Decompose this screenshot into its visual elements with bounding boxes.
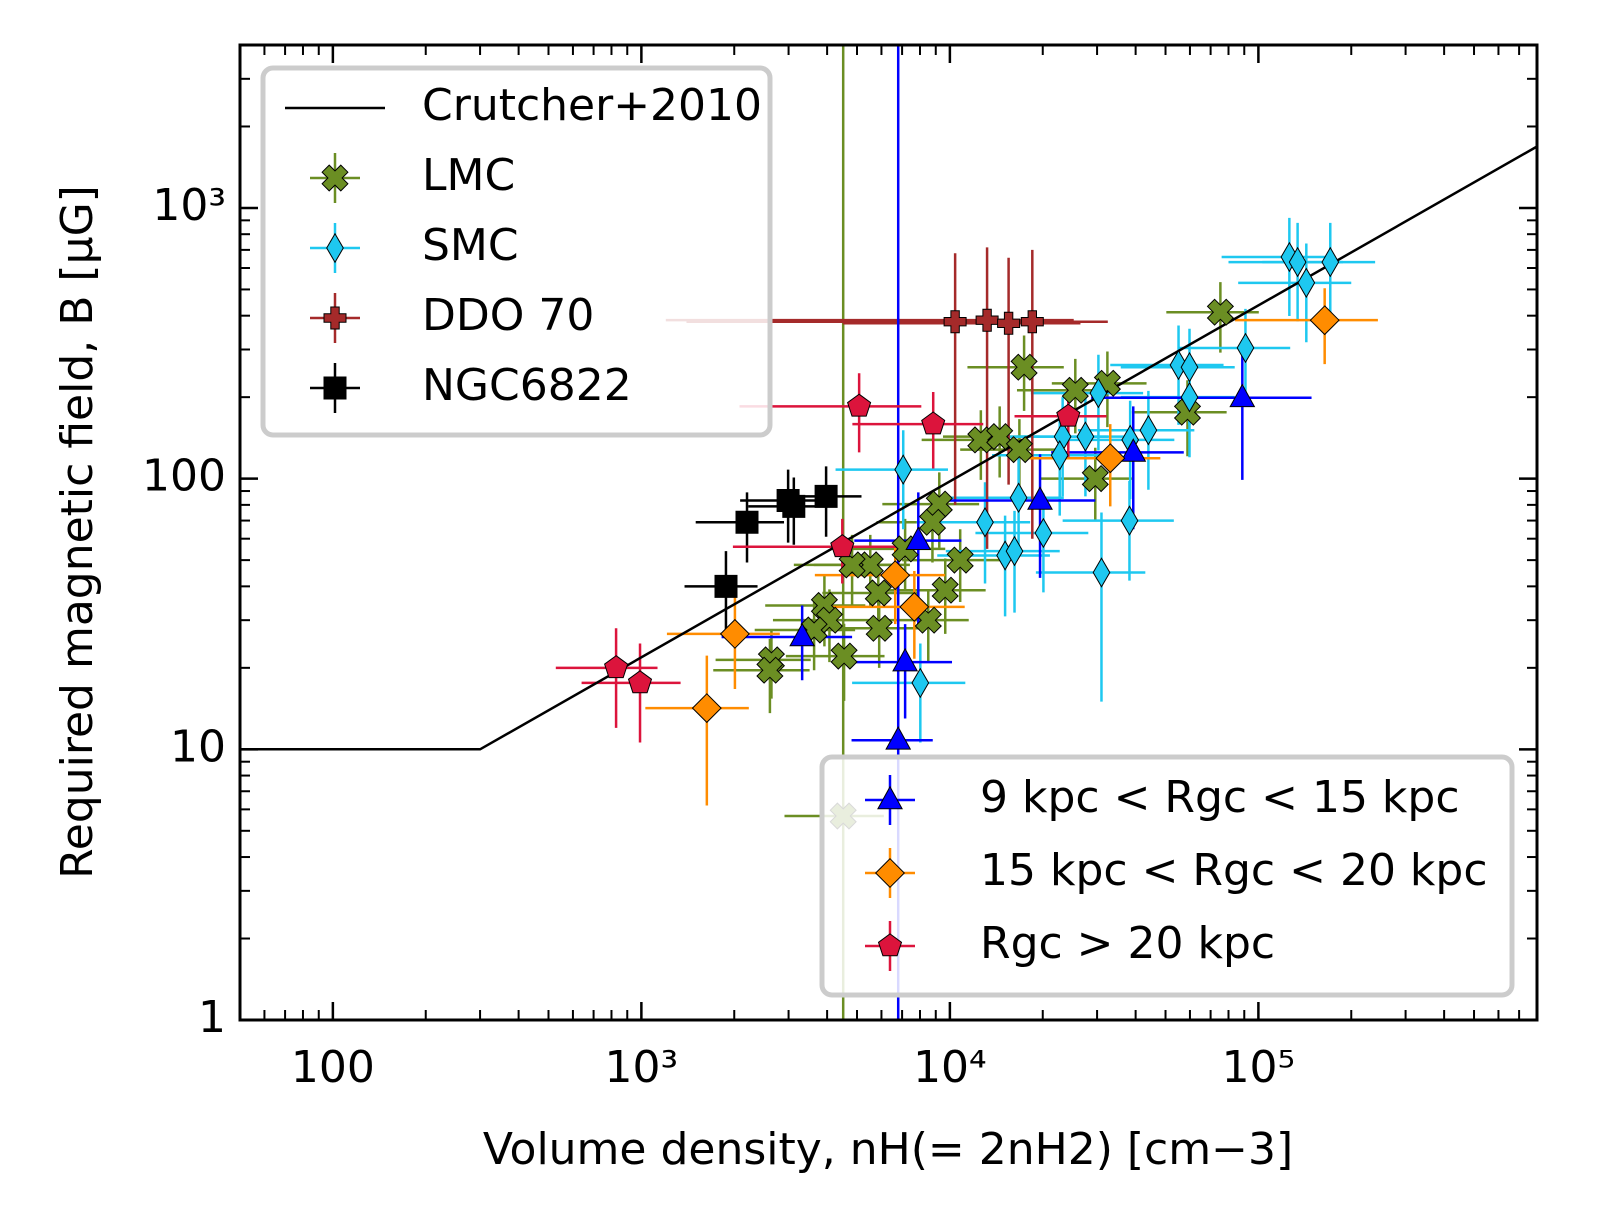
- point: [782, 494, 806, 518]
- point: [967, 426, 995, 454]
- point: [1061, 376, 1089, 404]
- point: [911, 667, 930, 699]
- point: [892, 647, 919, 672]
- plot-frame: [238, 43, 1539, 1022]
- point: [864, 579, 892, 607]
- y-tick-label: 10: [170, 721, 226, 772]
- point: [894, 454, 913, 485]
- point: [1034, 517, 1053, 549]
- point: [830, 642, 858, 670]
- legend-label: Rgc > 20 kpc: [980, 918, 1275, 969]
- point: [847, 393, 872, 417]
- point: [885, 726, 912, 750]
- point: [756, 656, 784, 684]
- legend-marker: [326, 232, 344, 264]
- point: [931, 576, 959, 604]
- legend-label: DDO 70: [422, 290, 594, 341]
- legend-box: [819, 754, 1515, 998]
- point: [830, 534, 855, 558]
- point: [1169, 349, 1188, 381]
- legend-label: SMC: [422, 220, 519, 271]
- point: [604, 655, 629, 679]
- point: [735, 510, 759, 534]
- point: [1139, 414, 1158, 446]
- point: [986, 422, 1014, 451]
- point: [1005, 435, 1034, 464]
- y-tick-label: 100: [142, 451, 226, 502]
- point: [1173, 398, 1202, 426]
- y-tick-label: 1: [198, 992, 226, 1043]
- point: [880, 560, 911, 591]
- point: [1027, 486, 1053, 510]
- point: [1056, 403, 1081, 427]
- legend-label: Crutcher+2010: [422, 80, 762, 131]
- point: [1092, 557, 1111, 588]
- point: [1229, 383, 1256, 408]
- point: [1206, 298, 1235, 326]
- y-axis-label: Required magnetic field, B [μG]: [52, 185, 103, 879]
- legend-marker: [874, 857, 906, 889]
- legend-box: [260, 65, 773, 438]
- point: [1321, 246, 1340, 278]
- point: [719, 618, 750, 649]
- legend-marker: [321, 164, 349, 192]
- legend-marker: [877, 933, 903, 957]
- x-axis-label: Volume density, nH(= 2nH2) [cm−3]: [483, 1124, 1293, 1175]
- point: [1009, 482, 1028, 513]
- point: [627, 670, 653, 694]
- point: [1236, 332, 1255, 364]
- point: [1095, 443, 1126, 474]
- point: [1020, 310, 1044, 334]
- point: [975, 308, 999, 332]
- point: [976, 507, 994, 538]
- point: [1089, 377, 1108, 409]
- point: [865, 614, 893, 642]
- legend-label: NGC6822: [422, 360, 632, 411]
- point: [1120, 505, 1139, 536]
- point: [1076, 421, 1095, 452]
- point: [1081, 464, 1109, 493]
- model-line: [240, 145, 1537, 751]
- point: [943, 310, 967, 334]
- x-tick-label: 10⁵: [1222, 1042, 1296, 1093]
- point: [814, 484, 838, 508]
- point: [1180, 351, 1199, 383]
- legend-marker: [323, 306, 347, 330]
- legend-label: 9 kpc < Rgc < 15 kpc: [980, 772, 1460, 823]
- point: [1010, 353, 1038, 381]
- point: [691, 693, 722, 724]
- point: [1180, 381, 1199, 413]
- legend-label: LMC: [422, 150, 515, 201]
- point: [899, 591, 930, 622]
- point: [921, 411, 946, 435]
- point: [789, 622, 816, 647]
- point: [1050, 440, 1069, 471]
- y-tick-label: 10³: [152, 180, 226, 231]
- point: [997, 311, 1021, 335]
- point: [1297, 267, 1316, 299]
- point: [714, 574, 738, 598]
- x-tick-label: 100: [291, 1042, 375, 1093]
- point: [1288, 246, 1307, 278]
- point: [905, 526, 932, 551]
- point: [1309, 305, 1340, 336]
- legend-label: 15 kpc < Rgc < 20 kpc: [980, 845, 1488, 896]
- point: [1005, 535, 1024, 567]
- legend-marker: [323, 376, 347, 400]
- legend-marker: [877, 785, 903, 810]
- point: [1120, 438, 1147, 462]
- x-tick-label: 10⁴: [913, 1042, 987, 1093]
- point: [918, 508, 947, 536]
- point: [946, 546, 974, 574]
- x-tick-label: 10³: [605, 1042, 679, 1093]
